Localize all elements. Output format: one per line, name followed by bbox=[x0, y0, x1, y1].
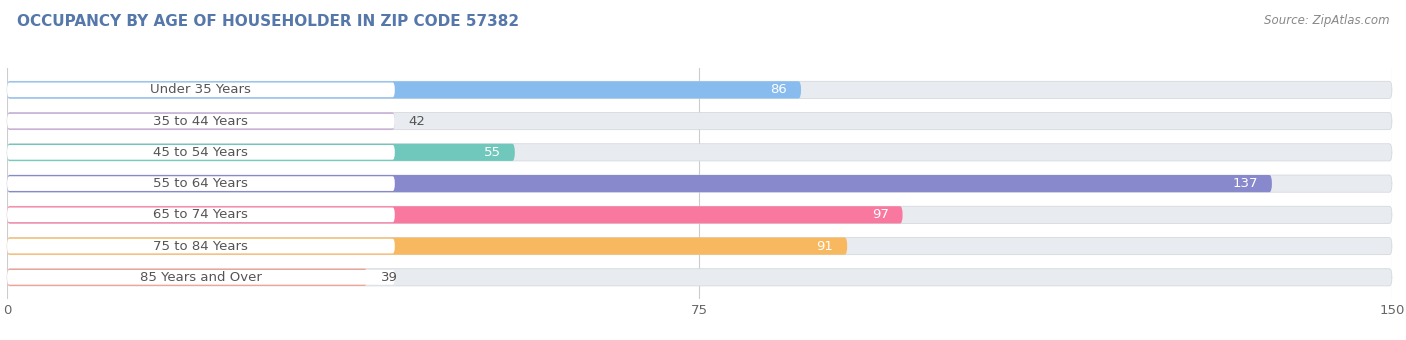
FancyBboxPatch shape bbox=[7, 269, 1392, 286]
Text: 97: 97 bbox=[872, 208, 889, 221]
FancyBboxPatch shape bbox=[7, 175, 1272, 192]
Text: 35 to 44 Years: 35 to 44 Years bbox=[153, 115, 249, 128]
FancyBboxPatch shape bbox=[7, 114, 395, 129]
Text: 45 to 54 Years: 45 to 54 Years bbox=[153, 146, 249, 159]
Text: 39: 39 bbox=[381, 271, 398, 284]
Text: OCCUPANCY BY AGE OF HOUSEHOLDER IN ZIP CODE 57382: OCCUPANCY BY AGE OF HOUSEHOLDER IN ZIP C… bbox=[17, 14, 519, 29]
Text: Source: ZipAtlas.com: Source: ZipAtlas.com bbox=[1264, 14, 1389, 27]
Text: 55 to 64 Years: 55 to 64 Years bbox=[153, 177, 249, 190]
Text: 42: 42 bbox=[409, 115, 426, 128]
FancyBboxPatch shape bbox=[7, 144, 1392, 161]
FancyBboxPatch shape bbox=[7, 113, 1392, 130]
Text: 85 Years and Over: 85 Years and Over bbox=[141, 271, 262, 284]
FancyBboxPatch shape bbox=[7, 81, 801, 99]
Text: 75 to 84 Years: 75 to 84 Years bbox=[153, 240, 249, 253]
FancyBboxPatch shape bbox=[7, 83, 395, 97]
Text: 55: 55 bbox=[484, 146, 501, 159]
FancyBboxPatch shape bbox=[7, 207, 395, 222]
FancyBboxPatch shape bbox=[7, 269, 367, 286]
Text: Under 35 Years: Under 35 Years bbox=[150, 83, 252, 96]
FancyBboxPatch shape bbox=[7, 270, 395, 285]
FancyBboxPatch shape bbox=[7, 81, 1392, 99]
FancyBboxPatch shape bbox=[7, 175, 1392, 192]
FancyBboxPatch shape bbox=[7, 206, 1392, 223]
Text: 91: 91 bbox=[817, 240, 834, 253]
Text: 65 to 74 Years: 65 to 74 Years bbox=[153, 208, 249, 221]
Text: 86: 86 bbox=[770, 83, 787, 96]
FancyBboxPatch shape bbox=[7, 238, 1392, 255]
FancyBboxPatch shape bbox=[7, 239, 395, 253]
FancyBboxPatch shape bbox=[7, 206, 903, 223]
FancyBboxPatch shape bbox=[7, 238, 848, 255]
FancyBboxPatch shape bbox=[7, 144, 515, 161]
FancyBboxPatch shape bbox=[7, 176, 395, 191]
FancyBboxPatch shape bbox=[7, 145, 395, 160]
Text: 137: 137 bbox=[1233, 177, 1258, 190]
FancyBboxPatch shape bbox=[7, 113, 395, 130]
